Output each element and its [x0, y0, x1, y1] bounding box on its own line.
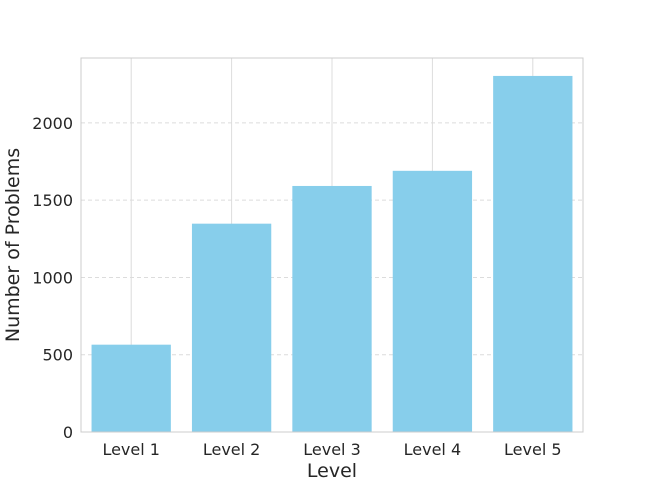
bar-level-4 — [392, 170, 473, 432]
x-tick-label: Level 5 — [504, 440, 562, 459]
x-axis-ticks: Level 1 Level 2 Level 3 Level 4 Level 5 — [102, 440, 561, 459]
x-tick-label: Level 1 — [102, 440, 160, 459]
x-tick-label: Level 2 — [203, 440, 261, 459]
y-axis-ticks: 0 500 1000 1500 2000 — [32, 114, 73, 442]
bar-level-2 — [191, 223, 272, 432]
x-tick-label: Level 3 — [303, 440, 361, 459]
x-axis-label: Level — [307, 460, 357, 482]
bar-level-1 — [91, 344, 171, 432]
y-tick-label: 1500 — [32, 191, 73, 210]
y-tick-label: 0 — [63, 423, 73, 442]
y-tick-label: 2000 — [32, 114, 73, 133]
y-tick-label: 500 — [42, 346, 73, 365]
x-tick-label: Level 4 — [404, 440, 462, 459]
bars — [91, 75, 573, 432]
bar-level-3 — [292, 185, 372, 432]
y-axis-label: Number of Problems — [2, 148, 24, 342]
bar-level-5 — [493, 75, 573, 432]
plot-frame — [80, 57, 584, 433]
plot-border — [80, 57, 584, 433]
y-tick-label: 1000 — [32, 268, 73, 287]
